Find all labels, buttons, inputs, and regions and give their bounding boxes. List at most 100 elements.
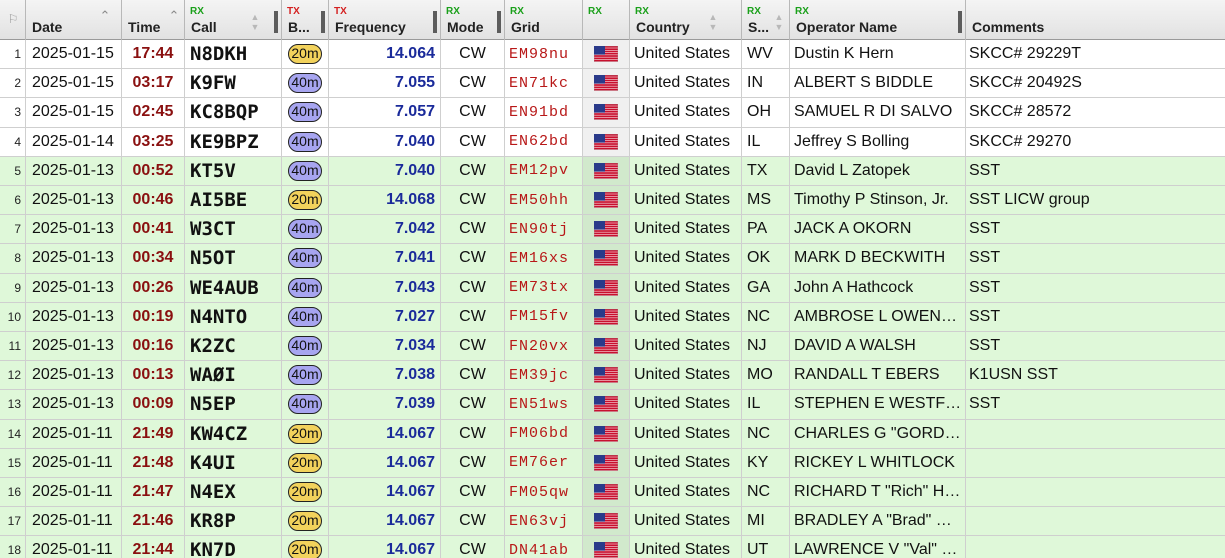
country-cell[interactable]: United States xyxy=(630,536,742,558)
table-row[interactable]: 9 2025-01-13 00:26 WE4AUB 40m 7.043 CW EM73tx Un… xyxy=(0,273,1225,303)
country-cell[interactable]: United States xyxy=(630,186,742,215)
mode-cell[interactable]: CW xyxy=(441,244,505,273)
time-cell[interactable]: 21:44 xyxy=(122,536,185,558)
time-cell[interactable]: 03:25 xyxy=(122,127,185,156)
band-cell[interactable]: 40m xyxy=(282,69,329,98)
date-cell[interactable]: 2025-01-13 xyxy=(26,332,122,361)
operator-name-cell[interactable]: SAMUEL R DI SALVO xyxy=(790,98,966,127)
country-cell[interactable]: United States xyxy=(630,215,742,244)
row-number[interactable]: 12 xyxy=(0,361,26,390)
country-cell[interactable]: United States xyxy=(630,244,742,273)
band-cell[interactable]: 40m xyxy=(282,215,329,244)
state-cell[interactable]: TX xyxy=(742,156,790,185)
operator-name-cell[interactable]: MARK D BECKWITH xyxy=(790,244,966,273)
grid-cell[interactable]: EN91bd xyxy=(505,98,583,127)
row-number[interactable]: 8 xyxy=(0,244,26,273)
flag-cell[interactable] xyxy=(583,419,630,448)
callsign-cell[interactable]: K2ZC xyxy=(185,332,282,361)
row-number[interactable]: 13 xyxy=(0,390,26,419)
table-row[interactable]: 17 2025-01-11 21:46 KR8P 20m 14.067 CW EN63vj Un… xyxy=(0,507,1225,537)
country-cell[interactable]: United States xyxy=(630,302,742,331)
operator-name-cell[interactable]: John A Hathcock xyxy=(790,273,966,302)
row-number[interactable]: 10 xyxy=(0,302,26,331)
country-cell[interactable]: United States xyxy=(630,156,742,185)
time-cell[interactable]: 21:48 xyxy=(122,448,185,477)
date-cell[interactable]: 2025-01-13 xyxy=(26,244,122,273)
callsign-cell[interactable]: N8DKH xyxy=(185,40,282,69)
grid-cell[interactable]: DN41ab xyxy=(505,536,583,558)
comments-cell[interactable]: SST xyxy=(969,395,1001,413)
grid-cell[interactable]: EM16xs xyxy=(505,244,583,273)
table-row[interactable]: 1 2025-01-15 17:44 N8DKH 20m 14.064 CW EM98nu Un… xyxy=(0,40,1225,70)
callsign-cell[interactable]: N4NTO xyxy=(185,302,282,331)
header-mode[interactable]: RX Mode xyxy=(441,0,505,40)
time-cell[interactable]: 00:19 xyxy=(122,302,185,331)
frequency-cell[interactable]: 7.040 xyxy=(329,156,441,185)
country-cell[interactable]: United States xyxy=(630,127,742,156)
callsign-cell[interactable]: KT5V xyxy=(185,156,282,185)
frequency-cell[interactable]: 7.039 xyxy=(329,390,441,419)
row-number[interactable]: 17 xyxy=(0,507,26,536)
state-cell[interactable]: MS xyxy=(742,186,790,215)
frequency-cell[interactable]: 7.042 xyxy=(329,215,441,244)
flag-cell[interactable] xyxy=(583,186,630,215)
country-cell[interactable]: United States xyxy=(630,507,742,536)
operator-name-cell[interactable]: RICHARD T "Rich" H… xyxy=(790,478,966,507)
mode-cell[interactable]: CW xyxy=(441,478,505,507)
grid-cell[interactable]: EM12pv xyxy=(505,156,583,185)
band-cell[interactable]: 40m xyxy=(282,156,329,185)
operator-name-cell[interactable]: CHARLES G "GORD… xyxy=(790,419,966,448)
frequency-cell[interactable]: 7.043 xyxy=(329,273,441,302)
time-cell[interactable]: 00:46 xyxy=(122,186,185,215)
callsign-cell[interactable]: KW4CZ xyxy=(185,419,282,448)
band-cell[interactable]: 20m xyxy=(282,536,329,558)
callsign-cell[interactable]: KE9BPZ xyxy=(185,127,282,156)
state-cell[interactable]: IN xyxy=(742,69,790,98)
header-state[interactable]: RX S... ▲ ▼ xyxy=(742,0,790,40)
table-row[interactable]: 11 2025-01-13 00:16 K2ZC 40m 7.034 CW FN20vx Uni… xyxy=(0,332,1225,362)
row-number[interactable]: 18 xyxy=(0,536,26,558)
callsign-cell[interactable]: WE4AUB xyxy=(185,273,282,302)
date-cell[interactable]: 2025-01-13 xyxy=(26,390,122,419)
grid-cell[interactable]: FM15fv xyxy=(505,302,583,331)
operator-name-cell[interactable]: AMBROSE L OWEN… xyxy=(790,302,966,331)
comments-cell[interactable]: SST xyxy=(969,249,1001,267)
date-cell[interactable]: 2025-01-15 xyxy=(26,98,122,127)
table-row[interactable]: 6 2025-01-13 00:46 AI5BE 20m 14.068 CW EM50hh Un… xyxy=(0,186,1225,216)
operator-name-cell[interactable]: LAWRENCE V "Val" … xyxy=(790,536,966,558)
date-cell[interactable]: 2025-01-11 xyxy=(26,536,122,558)
row-number[interactable]: 1 xyxy=(0,40,26,69)
date-cell[interactable]: 2025-01-14 xyxy=(26,127,122,156)
comments-cell[interactable]: SST xyxy=(969,161,1001,179)
table-row[interactable]: 13 2025-01-13 00:09 N5EP 40m 7.039 CW EN51ws Uni… xyxy=(0,390,1225,420)
state-cell[interactable]: IL xyxy=(742,127,790,156)
grid-cell[interactable]: EM76er xyxy=(505,448,583,477)
state-cell[interactable]: UT xyxy=(742,536,790,558)
mode-cell[interactable]: CW xyxy=(441,69,505,98)
frequency-cell[interactable]: 7.040 xyxy=(329,127,441,156)
grid-cell[interactable]: EN63vj xyxy=(505,507,583,536)
mode-cell[interactable]: CW xyxy=(441,332,505,361)
mode-cell[interactable]: CW xyxy=(441,98,505,127)
table-row[interactable]: 5 2025-01-13 00:52 KT5V 40m 7.040 CW EM12pv Unit… xyxy=(0,156,1225,186)
comments-cell[interactable] xyxy=(966,536,1225,558)
time-cell[interactable]: 00:13 xyxy=(122,361,185,390)
band-cell[interactable]: 20m xyxy=(282,186,329,215)
frequency-cell[interactable]: 7.034 xyxy=(329,332,441,361)
band-cell[interactable]: 20m xyxy=(282,478,329,507)
frequency-cell[interactable]: 7.038 xyxy=(329,361,441,390)
grid-cell[interactable]: EM73tx xyxy=(505,273,583,302)
date-cell[interactable]: 2025-01-13 xyxy=(26,215,122,244)
table-row[interactable]: 12 2025-01-13 00:13 WAØI 40m 7.038 CW EM39jc Uni… xyxy=(0,361,1225,391)
row-number[interactable]: 9 xyxy=(0,273,26,302)
flag-cell[interactable] xyxy=(583,215,630,244)
date-cell[interactable]: 2025-01-15 xyxy=(26,69,122,98)
comments-cell[interactable]: SKCC# 29229T xyxy=(969,45,1082,63)
date-cell[interactable]: 2025-01-11 xyxy=(26,448,122,477)
flag-cell[interactable] xyxy=(583,40,630,69)
header-frequency[interactable]: TX Frequency xyxy=(329,0,441,40)
mode-cell[interactable]: CW xyxy=(441,536,505,558)
comments-cell[interactable]: SKCC# 28572 xyxy=(969,103,1072,121)
table-row[interactable]: 7 2025-01-13 00:41 W3CT 40m 7.042 CW EN90tj Unit… xyxy=(0,215,1225,245)
country-cell[interactable]: United States xyxy=(630,69,742,98)
